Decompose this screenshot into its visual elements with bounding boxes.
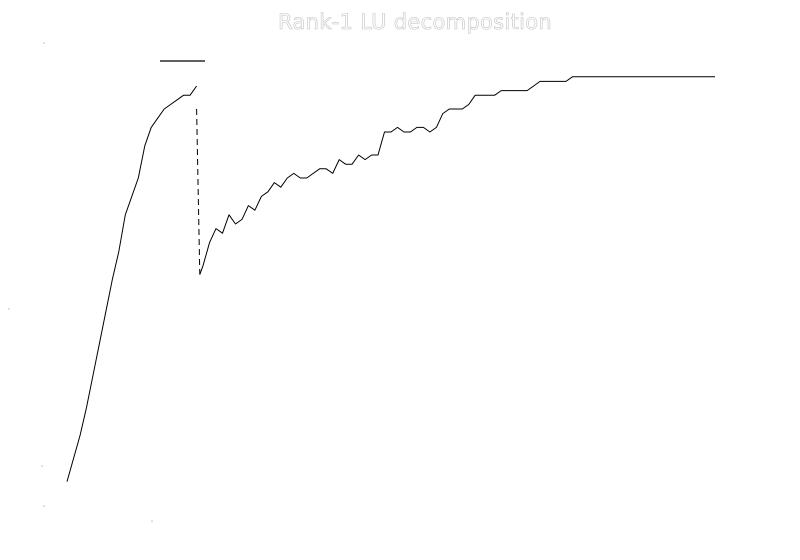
- series-line-1: [66, 85, 198, 482]
- tick-mark: [41, 465, 43, 467]
- tick-mark: [8, 308, 10, 310]
- series-line-3: [199, 76, 715, 275]
- series-line-2: [196, 108, 201, 275]
- chart-title: Rank-1 LU decomposition: [278, 10, 552, 35]
- series-lines: [66, 76, 715, 482]
- axis-tick-remnants: [8, 42, 153, 522]
- tick-mark: [151, 520, 153, 522]
- tick-mark: [43, 505, 45, 507]
- tick-mark: [43, 42, 45, 44]
